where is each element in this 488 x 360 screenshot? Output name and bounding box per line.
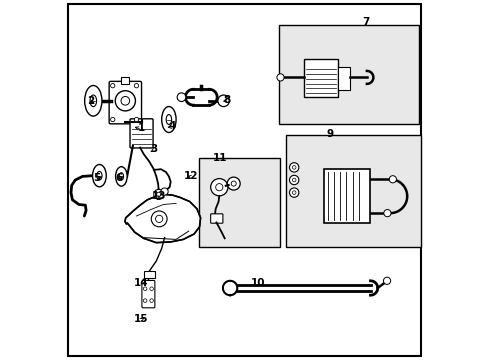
Circle shape — [383, 277, 390, 284]
Circle shape — [134, 117, 139, 122]
Circle shape — [110, 117, 115, 122]
Circle shape — [149, 287, 153, 291]
Ellipse shape — [90, 95, 97, 107]
Circle shape — [121, 96, 129, 105]
Circle shape — [151, 211, 167, 227]
Circle shape — [383, 210, 390, 217]
Bar — [121, 77, 129, 84]
Text: 14: 14 — [133, 278, 148, 288]
Ellipse shape — [119, 173, 123, 180]
Ellipse shape — [92, 165, 106, 187]
Circle shape — [276, 74, 284, 81]
Bar — [278, 25, 418, 124]
Circle shape — [289, 188, 298, 197]
Circle shape — [161, 188, 168, 195]
Circle shape — [115, 91, 135, 111]
Circle shape — [231, 181, 236, 186]
Circle shape — [134, 84, 139, 88]
FancyBboxPatch shape — [142, 280, 155, 308]
Circle shape — [155, 215, 163, 222]
Text: 7: 7 — [362, 17, 369, 27]
Ellipse shape — [166, 114, 171, 125]
Circle shape — [110, 84, 115, 88]
Ellipse shape — [84, 85, 102, 116]
Text: 3: 3 — [150, 144, 157, 154]
Bar — [199, 158, 280, 247]
Circle shape — [388, 176, 396, 183]
Text: 10: 10 — [250, 278, 265, 288]
Circle shape — [292, 178, 295, 182]
Polygon shape — [125, 194, 200, 243]
Text: 15: 15 — [133, 314, 148, 324]
Text: 5: 5 — [93, 173, 101, 183]
Circle shape — [153, 189, 163, 199]
Text: 13: 13 — [151, 191, 166, 201]
Text: 12: 12 — [183, 171, 198, 181]
Circle shape — [149, 299, 153, 302]
Text: 9: 9 — [326, 129, 333, 139]
Text: 4: 4 — [168, 121, 175, 131]
Bar — [285, 135, 420, 247]
Text: 2: 2 — [86, 96, 94, 106]
Ellipse shape — [162, 107, 176, 132]
Circle shape — [143, 299, 146, 302]
FancyBboxPatch shape — [109, 81, 141, 124]
Circle shape — [143, 287, 146, 291]
Text: 6: 6 — [115, 173, 122, 183]
FancyBboxPatch shape — [130, 119, 153, 148]
Circle shape — [289, 163, 298, 172]
Text: 11: 11 — [212, 153, 227, 163]
Circle shape — [292, 191, 295, 194]
Text: 1: 1 — [138, 123, 145, 133]
Ellipse shape — [115, 167, 127, 186]
Circle shape — [210, 179, 227, 196]
Circle shape — [218, 95, 229, 107]
Bar — [337, 67, 349, 90]
Circle shape — [292, 166, 295, 169]
Circle shape — [156, 192, 161, 197]
Bar — [144, 271, 155, 278]
Circle shape — [215, 184, 223, 191]
FancyBboxPatch shape — [210, 214, 223, 223]
Bar — [303, 59, 337, 97]
Text: 8: 8 — [223, 95, 230, 105]
Bar — [323, 169, 370, 223]
Circle shape — [289, 175, 298, 185]
Circle shape — [227, 177, 240, 190]
Circle shape — [177, 93, 185, 102]
Ellipse shape — [97, 171, 102, 180]
